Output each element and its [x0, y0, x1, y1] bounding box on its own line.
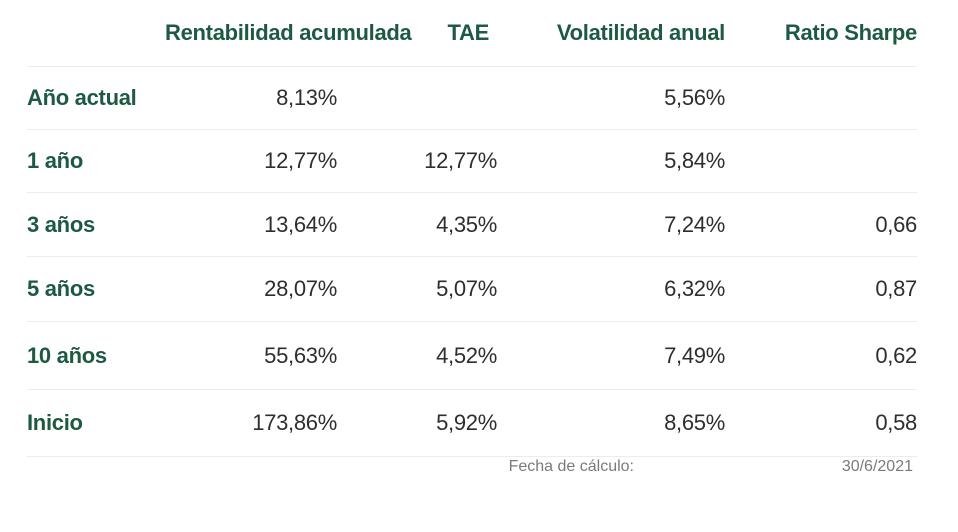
rentabilidad-value: 173,86% — [165, 389, 337, 457]
tae-value: 4,52% — [337, 321, 497, 390]
header-volatilidad: Volatilidad anual — [497, 0, 725, 67]
tae-value: 5,92% — [337, 389, 497, 457]
table-header-row: Rentabilidad acumulada TAE Volatilidad a… — [27, 0, 917, 67]
sharpe-value: 0,87 — [725, 256, 917, 322]
rentabilidad-value: 8,13% — [165, 66, 337, 130]
tae-value: 12,77% — [337, 129, 497, 193]
period-label: 5 años — [27, 256, 165, 322]
calculation-date-footer: Fecha de cálculo: 30/6/2021 — [27, 452, 917, 480]
period-label: 10 años — [27, 321, 165, 390]
calculation-date-value: 30/6/2021 — [841, 458, 913, 475]
header-sharpe: Ratio Sharpe — [725, 0, 917, 67]
table-row: 5 años 28,07% 5,07% 6,32% 0,87 — [27, 256, 917, 322]
table-row: 1 año 12,77% 12,77% 5,84% — [27, 129, 917, 193]
period-label: 3 años — [27, 192, 165, 257]
sharpe-value: 0,62 — [725, 321, 917, 390]
calculation-date-label: Fecha de cálculo: — [508, 458, 634, 475]
sharpe-value — [725, 66, 917, 130]
volatilidad-value: 6,32% — [497, 256, 725, 322]
rentabilidad-value: 13,64% — [165, 192, 337, 257]
rentabilidad-value: 28,07% — [165, 256, 337, 322]
tae-value — [337, 66, 497, 130]
header-rentabilidad: Rentabilidad acumulada — [165, 0, 412, 67]
volatilidad-value: 8,65% — [497, 389, 725, 457]
period-label: 1 año — [27, 129, 165, 193]
sharpe-value: 0,66 — [725, 192, 917, 257]
returns-table-container: Rentabilidad acumulada TAE Volatilidad a… — [27, 0, 917, 457]
header-tae: TAE — [337, 0, 497, 67]
period-label: Inicio — [27, 389, 165, 457]
sharpe-value: 0,58 — [725, 389, 917, 457]
table-row: 10 años 55,63% 4,52% 7,49% 0,62 — [27, 321, 917, 390]
table-row: Inicio 173,86% 5,92% 8,65% 0,58 — [27, 389, 917, 457]
table-row: Año actual 8,13% 5,56% — [27, 66, 917, 130]
period-label: Año actual — [27, 66, 165, 130]
tae-value: 4,35% — [337, 192, 497, 257]
table-row: 3 años 13,64% 4,35% 7,24% 0,66 — [27, 192, 917, 257]
volatilidad-value: 5,56% — [497, 66, 725, 130]
volatilidad-value: 5,84% — [497, 129, 725, 193]
rentabilidad-value: 55,63% — [165, 321, 337, 390]
returns-table: Rentabilidad acumulada TAE Volatilidad a… — [27, 0, 917, 457]
sharpe-value — [725, 129, 917, 193]
volatilidad-value: 7,24% — [497, 192, 725, 257]
volatilidad-value: 7,49% — [497, 321, 725, 390]
rentabilidad-value: 12,77% — [165, 129, 337, 193]
header-period — [27, 0, 165, 67]
tae-value: 5,07% — [337, 256, 497, 322]
